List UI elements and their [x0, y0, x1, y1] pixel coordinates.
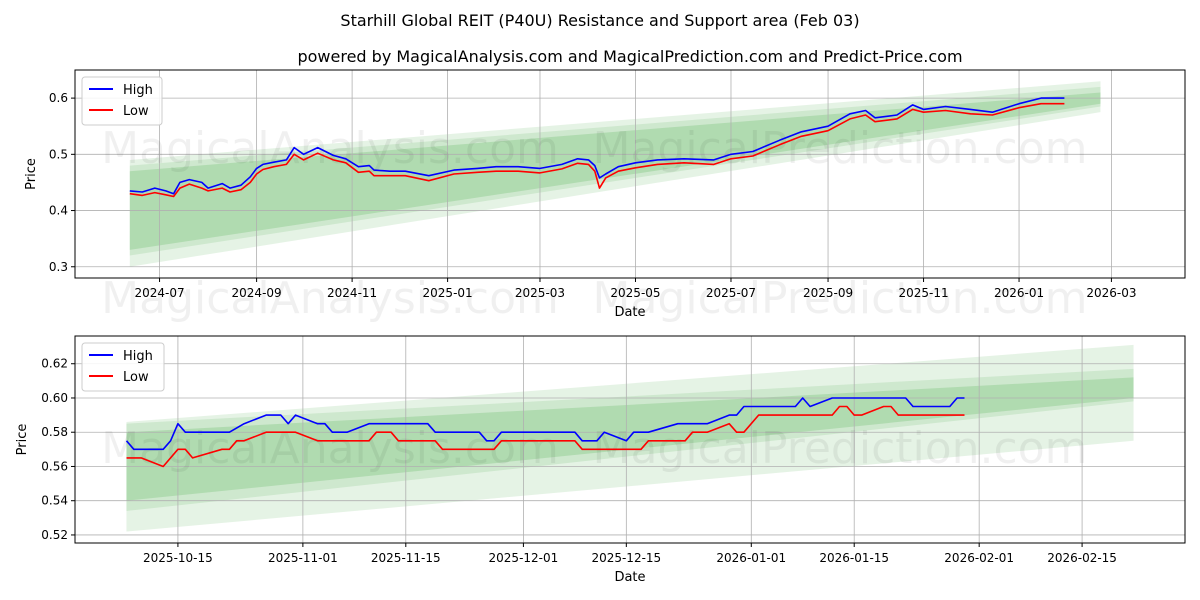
legend-label-low: Low — [123, 104, 149, 119]
x-tick-label: 2025-03 — [515, 286, 565, 300]
support-resistance-band — [126, 377, 1134, 501]
x-tick-label: 2025-07 — [706, 286, 756, 300]
y-tick-label: 0.52 — [41, 528, 68, 542]
y-tick-label: 0.60 — [41, 391, 68, 405]
support-resistance-band — [129, 86, 1101, 256]
x-tick-label: 2024-07 — [134, 286, 184, 300]
x-tick-label: 2025-12-15 — [591, 551, 661, 565]
x-tick-label: 2025-09 — [803, 286, 853, 300]
x-tick-label: 2026-01-01 — [716, 551, 786, 565]
plot-frame — [74, 69, 1186, 279]
watermark: MagicalAnalysis.com — [101, 123, 559, 174]
subplot-recent-zoom: 2025-10-15 2025-11-01 2025-11-15 2025-12-01… — [15, 335, 1186, 585]
series-line-high — [125, 397, 965, 451]
y-tick-label: 0.58 — [41, 425, 68, 439]
subplot-full-history: 2024-07 2024-09 2024-11 2025-01 2025-03 2025-… — [24, 69, 1186, 324]
x-axis-label: Date — [614, 570, 645, 585]
y-tick-label: 0.56 — [41, 459, 68, 473]
x-tick-label: 2026-01-15 — [819, 551, 889, 565]
legend: High Low — [81, 76, 163, 126]
x-tick-label: 2026-03 — [1086, 286, 1136, 300]
legend-label-low: Low — [123, 370, 149, 385]
x-tick-label: 2024-09 — [232, 286, 282, 300]
series-line-low — [126, 405, 965, 468]
chart-title: Starhill Global REIT (P40U) Resistance a… — [340, 11, 859, 30]
x-tick-label: 2025-10-15 — [143, 551, 213, 565]
x-tick-label: 2026-01 — [994, 286, 1044, 300]
x-tick-label: 2025-05 — [610, 286, 660, 300]
support-resistance-band — [126, 368, 1134, 511]
y-axis-label: Price — [15, 424, 30, 456]
x-tick-label: 2026-02-01 — [944, 551, 1014, 565]
y-tick-label: 0.3 — [49, 260, 68, 274]
y-tick-label: 0.54 — [41, 494, 68, 508]
x-tick-label: 2025-12-01 — [489, 551, 559, 565]
y-tick-label: 0.6 — [49, 91, 68, 105]
legend: High Low — [81, 342, 165, 392]
x-tick-label: 2025-11-15 — [371, 551, 441, 565]
legend-label-high: High — [123, 349, 153, 364]
support-resistance-band — [129, 81, 1101, 267]
x-tick-label: 2026-02-15 — [1047, 551, 1117, 565]
support-resistance-band — [126, 344, 1134, 532]
y-axis-label: Price — [24, 158, 39, 190]
watermark: MagicalAnalysis.com — [101, 273, 559, 324]
watermark: MagicalPrediction.com — [593, 123, 1088, 174]
watermark: MagicalPrediction.com — [593, 273, 1088, 324]
watermark: MagicalPrediction.com — [593, 423, 1088, 474]
x-tick-label: 2025-11-01 — [268, 551, 338, 565]
x-tick-label: 2024-11 — [327, 286, 377, 300]
y-tick-label: 0.62 — [41, 357, 68, 371]
series-line-low — [129, 102, 1065, 198]
y-tick-label: 0.4 — [49, 204, 68, 218]
x-axis-label: Date — [614, 305, 645, 320]
plot-frame — [74, 335, 1186, 544]
x-tick-label: 2025-01 — [423, 286, 473, 300]
legend-label-high: High — [123, 83, 153, 98]
series-line-high — [129, 97, 1065, 195]
y-tick-label: 0.5 — [49, 147, 68, 161]
chart-subtitle: powered by MagicalAnalysis.com and Magic… — [297, 47, 962, 66]
x-tick-label: 2025-11 — [898, 286, 948, 300]
